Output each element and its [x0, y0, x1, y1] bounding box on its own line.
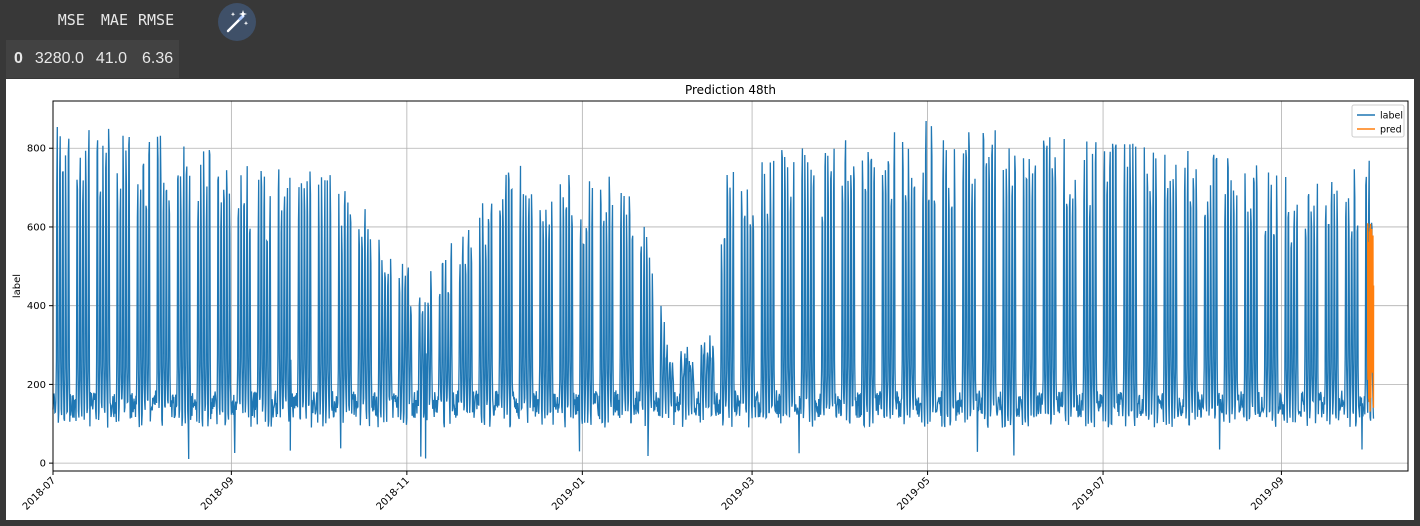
table-header-mae: MAE	[89, 0, 133, 40]
table-row: 0 3280.0 41.0 6.36	[6, 40, 180, 78]
y-tick-label: 0	[40, 459, 46, 470]
chart-title: Prediction 48th	[685, 83, 776, 97]
x-tick-label: 2019-01	[550, 475, 587, 512]
x-tick-label: 2019-05	[895, 475, 932, 512]
series-pred-line	[1366, 223, 1375, 412]
chart-figure: 0 200 400 600 800 2018-07 2018-09 2018-11 2019-0…	[6, 79, 1414, 520]
plot-frame	[52, 100, 1409, 472]
series-label-line	[52, 120, 1375, 460]
y-tick-label: 800	[27, 144, 46, 155]
magic-wand-icon	[226, 10, 249, 33]
y-tick-label: 400	[27, 301, 46, 312]
table-header-rmse: RMSE	[132, 0, 180, 40]
line-chart: 0 200 400 600 800 2018-07 2018-09 2018-11 2019-0…	[12, 83, 1409, 513]
table-index-header	[6, 0, 29, 40]
table-cell-mse: 3280.0	[28, 40, 90, 78]
y-tick-label: 200	[27, 380, 46, 391]
x-tick-label: 2018-11	[375, 475, 412, 512]
y-axis-label: label	[12, 274, 23, 298]
x-tick-label: 2019-09	[1249, 475, 1286, 512]
legend-label-pred: pred	[1380, 125, 1402, 136]
metrics-table: MSE MAE RMSE 0 3280.0 41.0 6.36	[6, 0, 180, 78]
table-row-index: 0	[6, 40, 29, 78]
table-cell-mae: 41.0	[89, 40, 133, 78]
x-tick-label: 2018-09	[199, 475, 236, 512]
x-tick-label: 2019-07	[1071, 475, 1108, 512]
magic-wand-button[interactable]	[218, 3, 256, 41]
table-cell-rmse: 6.36	[132, 40, 180, 78]
table-header-mse: MSE	[28, 0, 90, 40]
table-header-row: MSE MAE RMSE	[6, 0, 180, 40]
x-tick-label: 2019-03	[720, 475, 757, 512]
x-tick-label: 2018-07	[21, 475, 58, 512]
y-tick-label: 600	[27, 222, 46, 233]
legend-label-label: label	[1380, 111, 1403, 122]
